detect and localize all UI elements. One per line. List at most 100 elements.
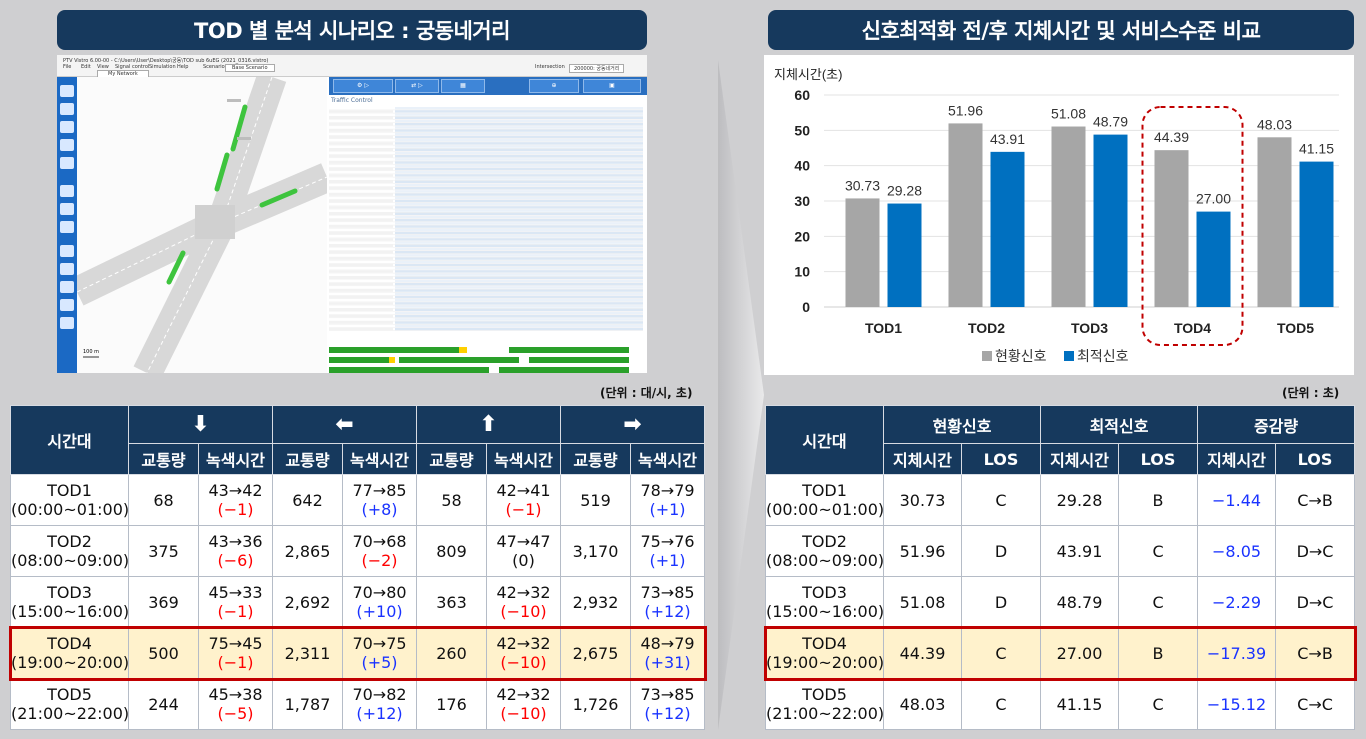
green-time-cell: 43→42 (−1): [198, 474, 273, 526]
bar-value-label: 51.08: [1051, 106, 1086, 122]
green-time-cell: 70→80 (+10): [342, 576, 417, 628]
time-period-cell: TOD2 (08:00~09:00): [10, 525, 129, 577]
tab-traffic[interactable]: ⇄ ▷: [395, 79, 439, 93]
bar-tod5-optimal: [1299, 161, 1334, 307]
green-time-cell: 73→85 (+12): [630, 678, 705, 730]
green-time-change: 42→32: [496, 583, 551, 602]
green-time-delta: (+1): [649, 500, 686, 519]
green-time-cell: 70→82 (+12): [342, 678, 417, 730]
y-tick-label: 50: [794, 122, 810, 138]
vistro-menu-edit[interactable]: Edit: [81, 64, 91, 70]
optimal-delay-cell: 29.28: [1040, 474, 1120, 526]
tab-optimize[interactable]: ⊕: [529, 79, 579, 93]
y-tick-label: 10: [794, 264, 810, 280]
green-time-cell: 43→36 (−6): [198, 525, 273, 577]
green-time-cell: 42→41 (−1): [486, 474, 561, 526]
tool-icon[interactable]: [60, 317, 74, 329]
tod-label: TOD2: [47, 532, 92, 551]
tool-icon[interactable]: [60, 139, 74, 151]
table-row: TOD4 (19:00~20:00) 500 75→45 (−1) 2,311 70→75(…: [10, 627, 705, 679]
green-time-cell: 70→75 (+5): [342, 627, 417, 679]
current-los-cell: D: [960, 525, 1042, 577]
x-tick-label: TOD5: [1277, 320, 1314, 336]
vistro-screenshot: PTV Vistro 6.00-00 - C:\Users\User\Deskt…: [57, 55, 647, 373]
tod-range: (08:00~09:00): [766, 551, 885, 570]
left-panel-title: TOD 별 분석 시나리오 : 궁동네거리: [57, 10, 647, 50]
volume-cell: 642: [272, 474, 343, 526]
delay-change-cell: −17.39: [1197, 627, 1277, 679]
bar-value-label: 48.03: [1257, 116, 1292, 132]
tool-icon[interactable]: [60, 157, 74, 169]
tod-label: TOD3: [47, 583, 92, 602]
tool-icon[interactable]: [60, 299, 74, 311]
green-time-delta: (−1): [505, 500, 542, 519]
tod-range: (21:00~22:00): [766, 704, 885, 723]
tool-icon[interactable]: [60, 281, 74, 293]
green-time-change: 43→36: [208, 532, 263, 551]
tool-icon[interactable]: [60, 203, 74, 215]
volume-cell: 369: [128, 576, 199, 628]
volume-cell: 260: [416, 627, 487, 679]
bar-tod4-optimal: [1196, 211, 1231, 307]
tool-icon[interactable]: [60, 245, 74, 257]
tab-report[interactable]: ▣: [583, 79, 641, 93]
vistro-menu-simulation[interactable]: Simulation: [149, 64, 176, 70]
volume-cell: 2,311: [272, 627, 343, 679]
vistro-menu-file[interactable]: File: [63, 64, 72, 70]
tab-signal[interactable]: ▦: [441, 79, 485, 93]
green-time-cell: 70→68 (−2): [342, 525, 417, 577]
los-change-cell: C→B: [1275, 474, 1356, 526]
green-time-change: 73→85: [640, 685, 695, 704]
delay-chart-svg: 지체시간(초) 0 10 20 30 40 50 60 30.73 29.28 TOD1 51.96 4…: [774, 67, 1339, 364]
header-change: 증감량: [1197, 405, 1356, 444]
delay-change-cell: −2.29: [1197, 576, 1277, 628]
tool-icon[interactable]: [60, 121, 74, 133]
bar-tod4-current: [1154, 150, 1189, 307]
bar-value-label: 51.96: [948, 102, 983, 118]
subheader-delay: 지체시간: [883, 443, 962, 475]
volume-cell: 244: [128, 678, 199, 730]
current-delay-cell: 30.73: [883, 474, 962, 526]
delay-change-cell: −1.44: [1197, 474, 1277, 526]
subheader-green: 녹색시간: [486, 443, 561, 475]
table-row: TOD3 (15:00~16:00) 51.08 D 48.79 C −2.29 D→C: [765, 576, 1356, 628]
green-time-change: 73→85: [640, 583, 695, 602]
vistro-menu-help[interactable]: Help: [177, 64, 189, 70]
tod-label: TOD4: [47, 634, 92, 653]
traffic-control-grid: [329, 107, 643, 373]
y-tick-label: 0: [802, 299, 810, 315]
green-time-cell: 42→32 (−10): [486, 576, 561, 628]
vistro-intersection-label: Intersection: [535, 64, 565, 70]
header-current-signal: 현황신호: [882, 405, 1042, 444]
green-time-change: 43→42: [208, 481, 263, 500]
chevron-right-icon: [718, 60, 764, 730]
green-time-table: 시간대 ⬇ ⬅ ⬆ ➡ 교통량 녹색시간 교통량 녹색시간 교통량 녹색시간 교…: [10, 405, 705, 730]
left-unit-label: (단위 : 대/시, 초): [600, 386, 693, 400]
current-los-cell: C: [960, 474, 1042, 526]
tod-label: TOD1: [47, 481, 92, 500]
current-delay-cell: 48.03: [883, 678, 962, 730]
tab-network[interactable]: ⚙ ▷: [333, 79, 393, 93]
tool-icon[interactable]: [60, 221, 74, 233]
green-time-change: 78→79: [640, 481, 695, 500]
optimal-los-cell: C: [1118, 678, 1199, 730]
optimal-los-cell: C: [1118, 525, 1199, 577]
vistro-menu-view[interactable]: View: [97, 64, 109, 70]
tool-icon[interactable]: [60, 185, 74, 197]
tod-range: (15:00~16:00): [766, 602, 885, 621]
subheader-volume: 교통량: [416, 443, 487, 475]
tool-icon[interactable]: [60, 85, 74, 97]
tool-icon[interactable]: [60, 263, 74, 275]
volume-cell: 58: [416, 474, 487, 526]
current-delay-cell: 51.96: [883, 525, 962, 577]
subheader-green: 녹색시간: [198, 443, 273, 475]
vistro-scenario-select[interactable]: Base Scenario: [225, 64, 275, 72]
header-time: 시간대: [10, 405, 129, 475]
network-map[interactable]: 100 m: [70, 72, 333, 373]
vistro-intersection-select[interactable]: 200000: 궁동네거리: [569, 64, 625, 73]
tod-label: TOD5: [802, 685, 847, 704]
vistro-menu-signal[interactable]: Signal control: [115, 64, 150, 70]
tool-icon[interactable]: [60, 103, 74, 115]
delay-change-cell: −15.12: [1197, 678, 1277, 730]
optimal-delay-cell: 48.79: [1040, 576, 1120, 628]
